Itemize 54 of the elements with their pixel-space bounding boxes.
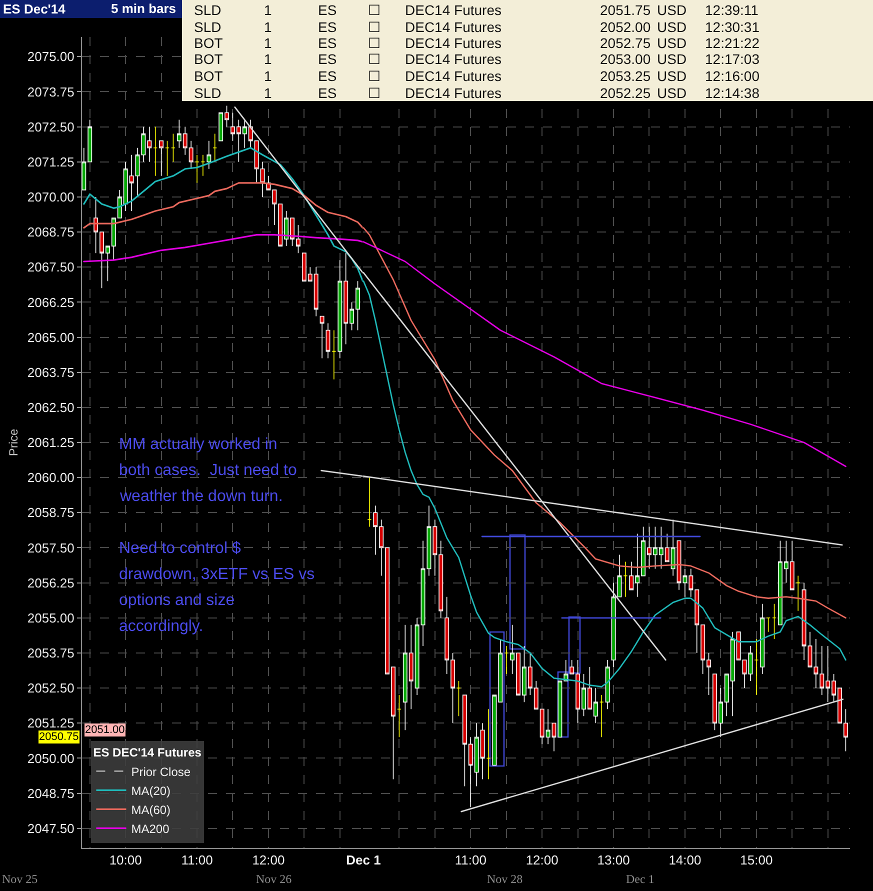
x-tick-label: 12:00 [252, 852, 285, 868]
text: BOT 1 ES ☐ DEC14 Futures 2052.75 USD 12:21:22 [194, 35, 760, 51]
x-tick-label: 13:00 [597, 852, 630, 868]
text: Nov 28 [487, 872, 523, 886]
y-tick-label: 2058.75 [27, 505, 74, 520]
text: Nov 26 [256, 872, 292, 886]
text: Dec 1 [626, 872, 654, 886]
y-tick-label: 2055.00 [27, 610, 74, 626]
y-tick-label: 2052.50 [27, 680, 74, 696]
y-tick-label: 2066.25 [27, 294, 74, 310]
y-tick-label: 2051.25 [27, 716, 74, 731]
y-tick-label: 2072.50 [27, 119, 74, 134]
legend-label: Prior Close [131, 764, 191, 779]
y-tick-label: 2065.00 [27, 330, 74, 345]
x-tick-label: 14:00 [668, 852, 702, 868]
legend-label: MA(60) [131, 802, 171, 817]
y-tick-label: 2050.00 [27, 750, 74, 766]
y-tick-label: 2075.00 [27, 49, 74, 64]
legend-title: ES DEC'14 Futures [93, 746, 202, 760]
y-tick-label: 2070.00 [27, 190, 74, 205]
annotation: 2051.00 [85, 724, 125, 736]
y-tick-label: 2067.50 [27, 260, 74, 275]
annotation: Need to control $ drawdown, 3xETF vs ES vs options and size accordingly. [119, 540, 315, 635]
y-tick-label: 2068.75 [27, 224, 74, 240]
y-tick-label: 2056.25 [27, 575, 74, 590]
text: SLD 1 ES ☐ DEC14 Futures 2052.00 USD 12:30:31 [194, 19, 760, 35]
x-tick-label: 11:00 [454, 852, 486, 868]
y-tick-label: 2073.75 [27, 84, 74, 100]
x-tick-label: 10:00 [109, 852, 142, 868]
y-tick-label: 2047.50 [27, 820, 74, 836]
text: BOT 1 ES ☐ DEC14 Futures 2053.25 USD 12:16:00 [194, 68, 760, 84]
x-tick-label: 11:00 [181, 852, 213, 868]
y-tick-label: 2063.75 [27, 364, 74, 380]
annotation: MM actually worked in both cases. Just need to weather the down turn. [119, 436, 297, 505]
y-tick-label: 2053.75 [27, 646, 74, 661]
x-tick-label: 12:00 [526, 852, 558, 868]
text: BOT 1 ES ☐ DEC14 Futures 2053.00 USD 12:17:03 [194, 51, 760, 67]
y-tick-label: 2048.75 [27, 786, 74, 801]
y-tick-label: 2071.25 [27, 154, 74, 170]
y-tick-label: 2062.50 [27, 400, 74, 415]
legend-label: MA(20) [131, 784, 171, 798]
y-axis-title: Price [6, 428, 21, 456]
x-tick-label: 15:00 [740, 852, 773, 868]
text: SLD 1 ES ☐ DEC14 Futures 2052.25 USD 12:14:38 [194, 85, 760, 101]
y-tick-label: 2061.25 [27, 435, 74, 450]
chart-title: ES Dec'14 [3, 2, 66, 17]
y-tick-label: 2060.00 [27, 470, 74, 486]
y-tick-label: 2057.50 [27, 540, 74, 556]
chart-subtitle: 5 min bars [111, 1, 176, 16]
legend-label: MA200 [131, 822, 170, 836]
x-tick-label: Dec 1 [346, 852, 381, 868]
annotation: 2050.75 [39, 731, 79, 743]
text: Nov 25 [2, 872, 38, 886]
text: SLD 1 ES ☐ DEC14 Futures 2051.75 USD 12:39:11 [194, 2, 758, 18]
